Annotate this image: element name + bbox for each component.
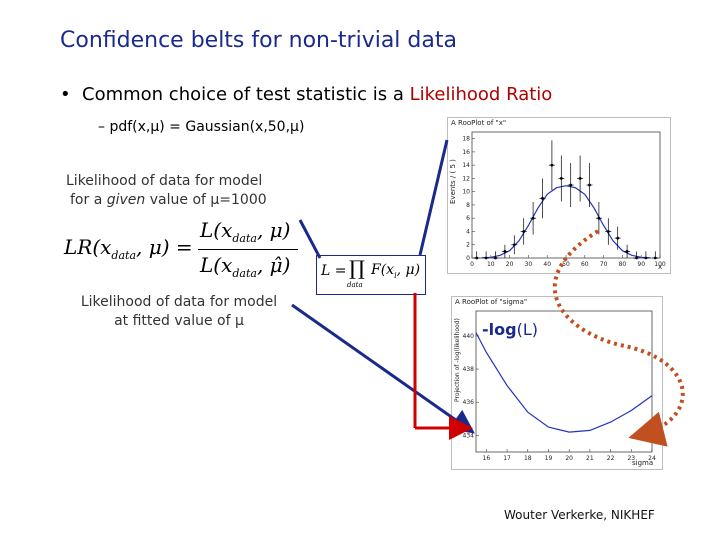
plot-x-xtick-label: 10 xyxy=(487,261,495,268)
plot-x-data-point xyxy=(578,177,582,180)
plot-x-xtick-label: 90 xyxy=(637,261,645,268)
plot-x-data-point xyxy=(653,256,657,260)
plot-x-ytick-label: 16 xyxy=(462,149,470,156)
plot-x-ytick-label: 14 xyxy=(462,162,470,169)
sub-bullet: – pdf(x,μ) = Gaussian(x,50,μ) xyxy=(98,119,305,135)
plot-x-data-point xyxy=(550,163,554,167)
note-fitted-mu: Likelihood of data for model at fitted v… xyxy=(66,293,292,331)
plot-x-ytick-label: 12 xyxy=(462,175,470,182)
plot-x-data-point xyxy=(625,249,629,253)
plot-x-xtick-label: 20 xyxy=(506,261,514,268)
plot-x-fit-curve xyxy=(481,185,651,259)
arrow-fitted-to-plot xyxy=(291,303,475,434)
plot-x-xtick-label: 0 xyxy=(470,261,474,268)
note-given-line2: for a given value of μ=1000 xyxy=(70,192,267,208)
bullet-dot-icon: • xyxy=(60,84,71,105)
plot-sigma-xtick-label: 24 xyxy=(648,455,656,462)
plot-sigma-nll-curve xyxy=(475,332,653,433)
plot-x-ytick-label: 2 xyxy=(466,242,470,249)
plot-x-data-point xyxy=(569,183,573,187)
formula-lr-numerator: L(xdata, μ) xyxy=(200,218,291,245)
formula-lr-lhs: LR(xdata, μ) = xyxy=(64,235,193,262)
plot-x-data-point xyxy=(503,249,507,253)
plot-x-frame xyxy=(471,131,661,259)
main-bullet: • Common choice of test statistic is a Li… xyxy=(60,84,552,105)
plot-sigma-ytick-label: 440 xyxy=(463,333,475,340)
formula-lr-denominator: L(xdata, μ̂) xyxy=(200,253,291,280)
plot-x-ytick-label: 10 xyxy=(462,189,470,196)
plot-x-data-point xyxy=(531,216,535,220)
arrow-product-to-plot xyxy=(418,139,449,256)
plot-sigma-ytick-label: 436 xyxy=(463,399,475,406)
plot-sigma-xtick-label: 18 xyxy=(524,455,532,462)
note-fitted-line1: Likelihood of data for model xyxy=(80,294,278,310)
plot-x-data-point xyxy=(588,183,591,187)
formula-l-lhs: L = xyxy=(321,263,347,279)
plot-x-xtick-label: 50 xyxy=(562,261,570,268)
plot-x-data-point xyxy=(597,216,601,220)
formula-likelihood-ratio: LR(xdata, μ) = L(xdata, μ) L(xdata, μ̂) xyxy=(64,216,304,286)
neg-log-likelihood-label: -log(L) xyxy=(482,320,538,339)
plot-x-data-point xyxy=(512,243,516,247)
plot-x-xtick-label: 70 xyxy=(600,261,608,268)
plot-sigma-unit: sigma xyxy=(632,459,654,467)
plot-x-xtick-label: 100 xyxy=(654,261,666,268)
plot-x-ytick-label: 0 xyxy=(466,255,470,262)
plot-x-panel: A RooPlot of "x" Events / ( 5 ) x 18 16 14… xyxy=(447,117,671,274)
formula-likelihood-product: L = ∏ data F(xi, μ) xyxy=(316,255,426,295)
product-symbol-icon: ∏ xyxy=(349,256,365,280)
bullet-highlight: Likelihood Ratio xyxy=(409,84,553,105)
formula-l-prod-sub: data xyxy=(347,281,363,289)
note-given-emphasis: given xyxy=(106,192,146,208)
plot-x-ytick-label: 8 xyxy=(466,202,470,209)
plot-x-xtick-label: 30 xyxy=(525,261,533,268)
plot-x-data-point xyxy=(644,256,648,260)
plot-sigma-xtick-label: 16 xyxy=(483,455,491,462)
plot-x-xtick-label: 40 xyxy=(543,261,551,268)
formula-l-body: F(xi, μ) xyxy=(371,262,421,280)
plot-x-data-point xyxy=(559,177,563,180)
plot-sigma-xtick-label: 17 xyxy=(503,455,511,462)
plot-x-data-point xyxy=(606,230,610,233)
plot-sigma-xtick-label: 21 xyxy=(586,455,594,462)
plot-sigma-title: A RooPlot of "sigma" xyxy=(455,298,528,306)
plot-x-ytick-label: 18 xyxy=(462,136,470,143)
plot-sigma-xtick-label: 20 xyxy=(565,455,573,462)
footer-author: Wouter Verkerke, NIKHEF xyxy=(504,508,655,522)
plot-sigma-xtick-label: 23 xyxy=(627,455,635,462)
plot-x-data-point xyxy=(635,256,638,260)
plot-sigma-xtick-label: 19 xyxy=(545,455,553,462)
bullet-text: Common choice of test statistic is a xyxy=(82,84,410,105)
plot-x-data-point xyxy=(475,256,479,260)
slide-title: Confidence belts for non-trivial data xyxy=(60,28,457,53)
plot-sigma-xtick-label: 22 xyxy=(607,455,615,462)
plot-x-xtick-label: 80 xyxy=(619,261,627,268)
plot-x-data-point xyxy=(522,230,526,233)
plot-x-data-point xyxy=(616,236,620,240)
note-given-line1: Likelihood of data for model xyxy=(66,173,263,189)
note-given-mu: Likelihood of data for model for a given… xyxy=(66,172,267,210)
note-fitted-line2: at fitted value of μ xyxy=(114,313,244,329)
plot-x-ytick-label: 6 xyxy=(466,215,470,222)
plot-x-ytick-label: 4 xyxy=(466,228,470,235)
plot-x-data-point xyxy=(484,256,488,260)
formula-fraction-bar xyxy=(198,249,298,250)
plot-sigma-ytick-label: 434 xyxy=(463,432,475,439)
plot-x-data-point xyxy=(494,256,497,260)
plot-x-data-point xyxy=(541,196,544,200)
plot-x-xtick-label: 60 xyxy=(581,261,589,268)
plot-sigma-ytick-label: 438 xyxy=(463,366,475,373)
plot-x-title: A RooPlot of "x" xyxy=(451,119,507,127)
